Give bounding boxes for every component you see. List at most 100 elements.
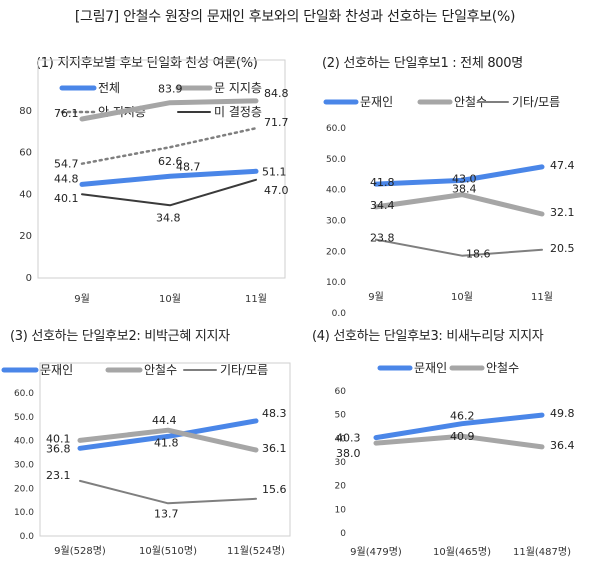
- y-tick-label: 50: [335, 411, 347, 421]
- x-tick-label: 10월(465명): [433, 546, 491, 558]
- data-label: 83.9: [158, 83, 183, 96]
- data-label: 84.8: [264, 87, 289, 100]
- legend-label: 기타/모름: [512, 95, 560, 109]
- y-tick-label: 30: [335, 458, 347, 468]
- data-label: 46.2: [450, 410, 475, 423]
- chart-panel-3: 0.0 10.0 20.0 30.0 40.0 50.0 60.0 9월(528명) 10월(5…: [1, 362, 291, 557]
- y-tick-label: 0.0: [332, 309, 347, 319]
- data-label: 44.8: [54, 172, 79, 185]
- series-line: [373, 164, 545, 187]
- x-tick-label: 11월(524명): [227, 545, 285, 557]
- y-tick-label: 80: [19, 106, 32, 117]
- legend-label: 문재인: [414, 361, 447, 375]
- series-line: [373, 192, 545, 217]
- data-label: 41.8: [370, 176, 395, 189]
- y-tick-label: 0.0: [20, 532, 35, 542]
- chart-panel-2: 0.0 10.0 20.0 30.0 40.0 50.0 60.0 9월 10월 11월 문재인 안철…: [323, 95, 575, 319]
- legend-label: 문재인: [360, 95, 393, 109]
- y-tick-label: 0: [340, 529, 346, 539]
- plot-frame: [39, 362, 291, 537]
- y-tick-label: 40: [19, 189, 32, 200]
- data-label: 44.4: [152, 414, 177, 427]
- panel-1-title: (1) 지지후보별 후보 단일화 찬성 여론(%): [36, 56, 258, 71]
- data-label: 32.1: [550, 206, 575, 219]
- legend-label: 안철수: [486, 361, 519, 375]
- data-label: 36.8: [46, 442, 71, 455]
- legend-label: 전체: [98, 81, 120, 95]
- legend-label: 안철수: [144, 363, 177, 377]
- data-label: 49.8: [550, 407, 575, 420]
- x-tick-label: 10월: [451, 291, 473, 303]
- data-label: 71.7: [264, 116, 289, 129]
- x-tick-label: 11월: [531, 291, 553, 303]
- data-label: 13.7: [154, 507, 179, 520]
- data-label: 18.6: [466, 248, 491, 261]
- data-label: 40.1: [46, 432, 71, 445]
- data-label: 48.3: [262, 407, 287, 420]
- series-line: [373, 412, 545, 441]
- data-label: 15.6: [262, 483, 287, 496]
- plot-frame: [37, 59, 286, 279]
- data-label: 38.0: [336, 447, 361, 460]
- y-tick-label: 40.0: [326, 186, 346, 196]
- data-label: 38.4: [452, 183, 477, 196]
- series-line: [79, 168, 259, 187]
- data-label: 47.4: [550, 159, 575, 172]
- series-line: [79, 479, 257, 505]
- y-tick-label: 10.0: [14, 508, 34, 518]
- panel-4-title: (4) 선호하는 단일후보3: 비새누리당 지지자: [312, 329, 544, 344]
- x-tick-label: 9월(528명): [54, 545, 106, 557]
- legend-label: 미 결정층: [214, 105, 262, 119]
- data-label: 43.0: [452, 172, 477, 185]
- y-tick-label: 10: [335, 505, 347, 515]
- y-tick-label: 50.0: [14, 413, 34, 423]
- data-label: 40.3: [336, 432, 361, 445]
- data-label: 34.4: [370, 199, 395, 212]
- y-tick-label: 10.0: [326, 278, 346, 288]
- series-line: [77, 427, 259, 453]
- y-tick-label: 20: [19, 231, 32, 242]
- series-line: [79, 98, 259, 122]
- data-label: 62.6: [158, 155, 183, 168]
- series-line: [77, 418, 259, 451]
- data-label: 23.1: [46, 469, 71, 482]
- data-label: 48.7: [176, 160, 201, 173]
- y-tick-label: 20.0: [14, 484, 34, 494]
- x-tick-label: 10월(510명): [139, 545, 197, 557]
- data-label: 40.9: [450, 430, 475, 443]
- data-label: 76.1: [54, 107, 79, 120]
- x-tick-label: 9월(479명): [350, 546, 402, 558]
- panel-2-title: (2) 선호하는 단일후보1 : 전체 800명: [322, 56, 523, 71]
- legend-label: 기타/모름: [220, 363, 268, 377]
- y-tick-label: 60: [19, 148, 32, 159]
- x-tick-label: 11월(487명): [513, 546, 571, 558]
- y-tick-label: 20: [335, 482, 347, 492]
- legend-label: 문 지지층: [214, 81, 262, 95]
- data-label: 41.8: [154, 436, 179, 449]
- y-tick-label: 0: [26, 273, 32, 284]
- data-label: 40.1: [54, 192, 79, 205]
- data-label: 36.1: [262, 442, 287, 455]
- legend-label: 안철수: [454, 95, 487, 109]
- y-tick-label: 40.0: [14, 437, 34, 447]
- data-label: 20.5: [550, 242, 575, 255]
- series-line: [80, 126, 258, 165]
- y-tick-label: 30.0: [326, 217, 346, 227]
- data-label: 36.4: [550, 439, 575, 452]
- data-label: 23.8: [370, 232, 395, 245]
- y-tick-label: 60.0: [326, 124, 346, 134]
- panel-3-title: (3) 선호하는 단일후보2: 비박근혜 지지자: [10, 329, 230, 344]
- x-tick-label: 9월: [368, 291, 384, 303]
- data-label: 54.7: [54, 158, 79, 171]
- data-label: 51.1: [262, 165, 287, 178]
- series-line: [373, 433, 545, 450]
- series-line: [375, 238, 543, 257]
- y-tick-label: 60.0: [14, 389, 34, 399]
- x-tick-label: 11월: [245, 293, 267, 305]
- data-label: 47.0: [264, 184, 289, 197]
- x-tick-label: 10월: [159, 293, 181, 305]
- y-tick-label: 30.0: [14, 461, 34, 471]
- data-label: 34.8: [156, 211, 181, 224]
- x-tick-label: 9월: [74, 293, 90, 305]
